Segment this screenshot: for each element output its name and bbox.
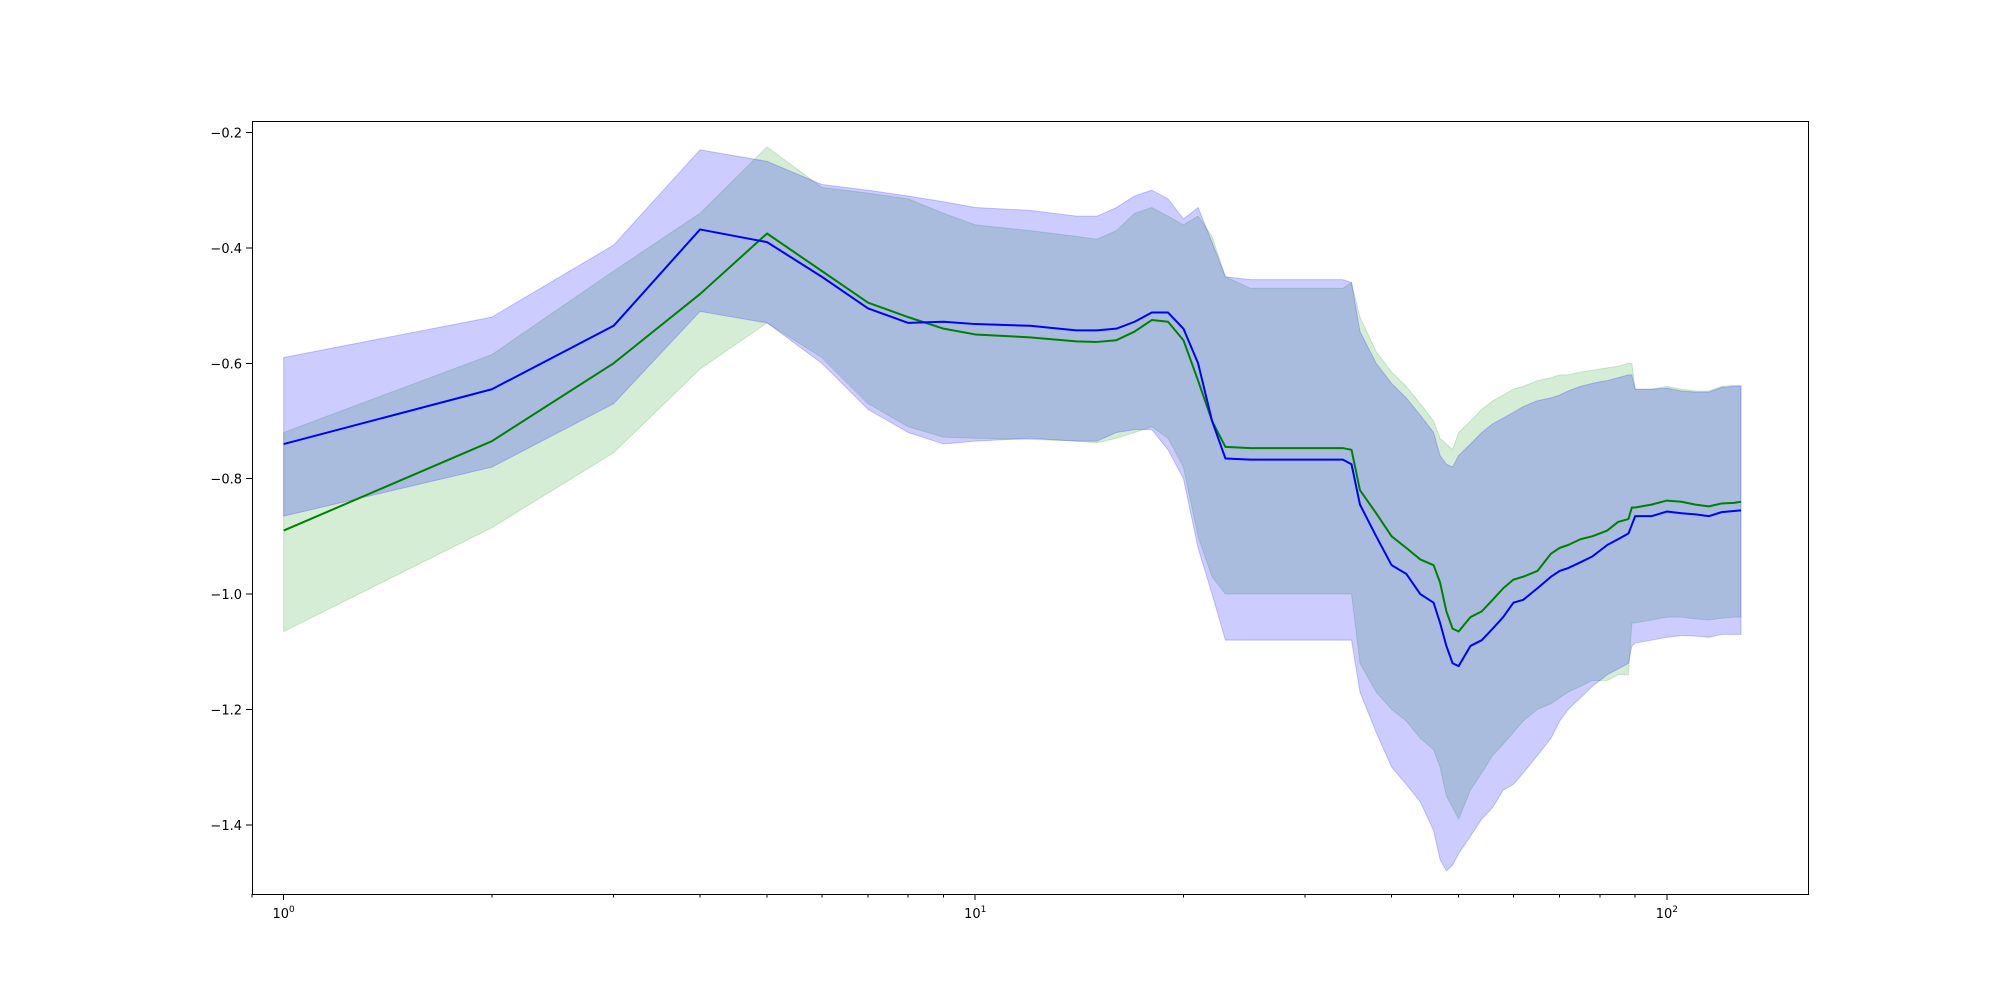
y-tick-label: −1.4 [210,819,242,834]
y-axis: −0.2 −0.4 −0.6 −0.8 −1.0 −1.2 −1.4 [210,127,252,834]
series-1-line [283,232,1742,633]
y-tick-label: −0.2 [210,127,242,142]
y-tick-label: −0.8 [210,473,242,488]
plot-frame [252,121,1809,895]
series-2-line [283,228,1742,668]
y-tick-label: −0.6 [210,357,242,372]
confidence-bands [283,146,1742,872]
series-2-band [283,149,1742,872]
series-1-band [283,146,1742,821]
series-lines [283,228,1742,668]
y-tick-label: −1.0 [210,588,242,603]
y-tick-label: −0.4 [210,242,242,257]
y-tick-label: −1.2 [210,703,242,718]
